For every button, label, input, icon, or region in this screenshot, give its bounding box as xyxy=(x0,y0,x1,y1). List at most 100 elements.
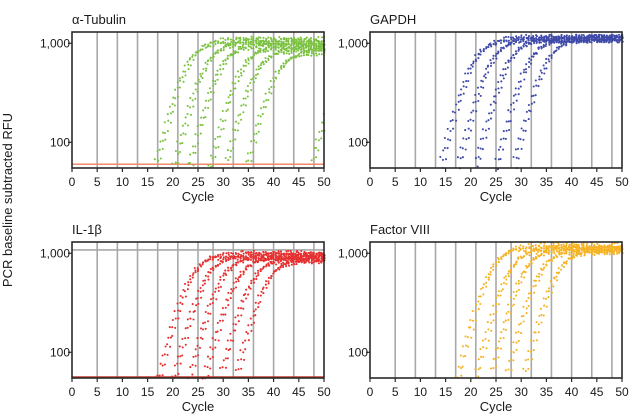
data-point xyxy=(514,148,517,151)
data-point xyxy=(494,358,497,361)
data-point xyxy=(251,56,255,59)
data-point xyxy=(608,246,611,250)
data-point xyxy=(555,246,558,249)
data-point xyxy=(318,45,321,48)
data-point xyxy=(157,159,160,162)
data-point xyxy=(252,133,256,136)
data-point xyxy=(225,273,228,277)
data-point xyxy=(503,253,506,256)
data-point xyxy=(580,248,583,251)
x-tick-label: 25 xyxy=(191,175,205,189)
data-point xyxy=(202,261,205,264)
data-point xyxy=(206,259,209,262)
data-point xyxy=(555,248,558,251)
data-point xyxy=(214,255,217,258)
data-point xyxy=(189,278,192,281)
data-point xyxy=(234,286,238,289)
data-point xyxy=(272,46,275,49)
data-point xyxy=(571,256,574,259)
data-point xyxy=(254,51,257,54)
data-point xyxy=(220,128,223,131)
data-point xyxy=(474,309,477,313)
x-axis-label: Cycle xyxy=(182,189,215,204)
data-point xyxy=(229,332,232,335)
data-point xyxy=(545,67,548,70)
data-point xyxy=(278,35,281,38)
data-point xyxy=(164,138,167,141)
data-point xyxy=(184,74,187,77)
data-point xyxy=(550,291,553,294)
data-point xyxy=(292,252,295,255)
data-point xyxy=(221,260,224,263)
data-point xyxy=(553,246,556,249)
data-point xyxy=(591,253,594,256)
data-point xyxy=(492,43,495,46)
data-point xyxy=(252,75,255,78)
data-point xyxy=(182,288,185,292)
data-point xyxy=(474,319,477,322)
data-point xyxy=(239,68,243,71)
data-point xyxy=(545,290,548,293)
data-point xyxy=(244,292,247,296)
data-point xyxy=(285,265,288,268)
data-point xyxy=(217,126,220,129)
data-point xyxy=(209,357,212,360)
data-point xyxy=(259,49,262,52)
data-point xyxy=(297,38,300,41)
data-point xyxy=(268,91,271,94)
data-point xyxy=(209,56,212,59)
data-point xyxy=(246,95,249,98)
data-point xyxy=(537,248,540,251)
data-point xyxy=(479,48,482,51)
data-point xyxy=(312,157,315,160)
data-point xyxy=(500,256,503,259)
data-point xyxy=(277,250,280,253)
data-point xyxy=(317,258,320,261)
data-point xyxy=(269,79,272,83)
data-point xyxy=(252,249,256,252)
data-point xyxy=(486,321,489,324)
data-point xyxy=(527,37,530,40)
data-point xyxy=(234,87,237,90)
data-point xyxy=(209,41,212,44)
data-point xyxy=(587,36,590,39)
data-point xyxy=(161,147,164,150)
data-point xyxy=(595,36,598,39)
data-point xyxy=(497,50,500,53)
data-point xyxy=(515,35,518,38)
data-point xyxy=(184,70,187,73)
data-point xyxy=(236,261,240,264)
data-point xyxy=(527,251,530,254)
data-point xyxy=(560,39,563,42)
data-point xyxy=(512,248,515,251)
data-point xyxy=(240,358,243,361)
data-point xyxy=(257,68,260,71)
data-point xyxy=(262,63,265,66)
data-point xyxy=(240,104,243,107)
data-point xyxy=(219,64,222,67)
data-point xyxy=(200,116,203,119)
data-point xyxy=(217,258,220,261)
data-point xyxy=(542,268,545,271)
data-point xyxy=(214,43,217,46)
data-point xyxy=(194,133,197,136)
data-point xyxy=(224,41,227,44)
data-point xyxy=(307,48,310,51)
data-point xyxy=(618,247,622,250)
data-point xyxy=(212,40,215,43)
data-point xyxy=(611,243,614,246)
data-point xyxy=(535,275,538,278)
data-point xyxy=(270,275,273,278)
data-point xyxy=(272,85,276,88)
data-point xyxy=(540,252,543,255)
data-point xyxy=(292,260,295,263)
data-point xyxy=(464,72,467,75)
data-point xyxy=(191,99,194,102)
data-point xyxy=(179,355,182,358)
data-point xyxy=(214,80,217,83)
data-point xyxy=(499,337,502,340)
data-point xyxy=(217,339,220,342)
data-point xyxy=(250,88,253,92)
data-point xyxy=(545,43,548,46)
